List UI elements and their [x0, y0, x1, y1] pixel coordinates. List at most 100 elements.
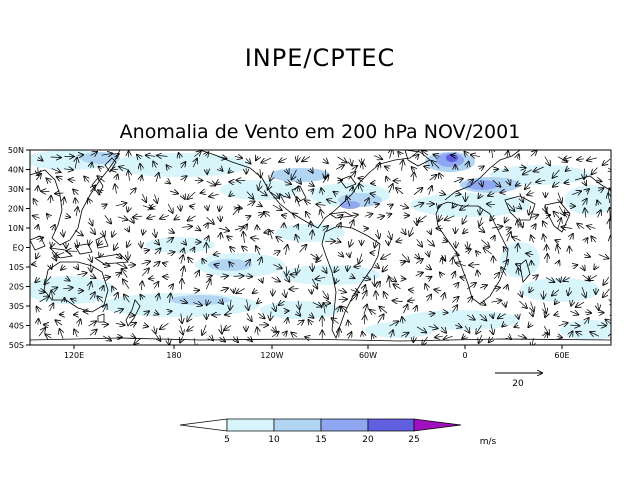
wind-vector	[598, 255, 609, 259]
wind-vector	[205, 223, 208, 228]
wind-vector	[408, 300, 416, 301]
wind-vector	[261, 157, 272, 163]
wind-vector	[377, 314, 384, 324]
wind-vector	[388, 230, 391, 239]
wind-vector	[214, 265, 219, 266]
wind-vector	[362, 158, 363, 164]
wind-vector	[190, 206, 194, 207]
wind-vector	[402, 160, 404, 171]
wind-vector	[220, 168, 223, 171]
wind-vector	[517, 244, 518, 253]
wind-vector	[584, 318, 589, 325]
wind-vector	[335, 279, 337, 284]
wind-vector	[311, 189, 314, 192]
wind-vector	[51, 242, 52, 247]
wind-vector	[396, 188, 404, 195]
wind-vector	[518, 268, 519, 276]
wind-vector	[456, 263, 466, 266]
wind-vector	[484, 248, 493, 255]
wind-vector	[168, 337, 169, 345]
wind-vector	[280, 194, 286, 204]
wind-vector	[460, 277, 465, 278]
wind-vector	[546, 215, 550, 216]
wind-vector	[316, 204, 326, 205]
wind-vector	[276, 237, 284, 242]
wind-vector	[422, 151, 429, 155]
longitude-axis: 120E 180 120W 60W 0 60E	[64, 345, 570, 360]
wind-vector	[140, 164, 141, 171]
wind-vector	[383, 264, 389, 272]
wind-vector	[209, 336, 213, 341]
wind-vector	[594, 266, 596, 270]
wind-vector	[194, 151, 201, 157]
wind-vector	[512, 237, 521, 241]
wind-vector	[323, 266, 327, 273]
wind-vector	[89, 254, 92, 262]
wind-vector	[364, 198, 368, 207]
wind-vector	[133, 216, 143, 217]
wind-vector	[427, 251, 429, 256]
wind-vector	[350, 220, 354, 229]
wind-vector	[342, 307, 349, 314]
wind-vector	[218, 157, 226, 159]
wind-vector	[453, 179, 463, 182]
wind-vector	[413, 203, 424, 207]
wind-vector	[36, 252, 39, 258]
wind-vector	[536, 180, 546, 182]
wind-vector	[334, 192, 338, 195]
wind-vector	[478, 227, 484, 232]
wind-vector	[160, 215, 170, 218]
wind-vector	[45, 334, 52, 338]
wind-vector	[253, 290, 258, 293]
wind-vector	[130, 323, 136, 326]
lat-label: 40S	[9, 322, 24, 331]
wind-vector	[127, 228, 129, 232]
wind-vector	[187, 326, 194, 331]
wind-vector	[156, 173, 159, 182]
wind-vector	[490, 215, 494, 221]
wind-vector	[117, 217, 128, 220]
wind-vector	[39, 296, 49, 303]
wind-vector	[44, 276, 52, 284]
wind-vector	[60, 329, 64, 339]
wind-vector	[219, 300, 223, 304]
wind-vector	[181, 226, 192, 227]
wind-vector	[585, 208, 586, 218]
wind-vector	[38, 157, 43, 160]
wind-vector	[348, 172, 356, 180]
wind-vector	[134, 338, 142, 344]
wind-vector	[603, 288, 610, 297]
wind-vector	[181, 313, 182, 324]
wind-vector	[323, 159, 328, 163]
wind-vector	[115, 184, 117, 194]
wind-vector	[375, 240, 377, 247]
wind-vector	[52, 225, 55, 230]
wind-vector	[321, 188, 323, 195]
wind-vector	[142, 193, 146, 202]
wind-vector	[491, 226, 502, 228]
wind-vector	[390, 150, 393, 159]
wind-vector	[425, 284, 428, 291]
wind-vector	[545, 278, 554, 283]
wind-vector	[598, 210, 601, 218]
wind-vector	[89, 239, 91, 246]
wind-vector	[332, 318, 339, 324]
wind-vector	[141, 261, 151, 264]
wind-vector	[517, 154, 519, 158]
wind-vector	[298, 300, 300, 309]
wind-vector	[389, 278, 390, 288]
wind-vector	[187, 312, 193, 321]
wind-vector	[218, 228, 229, 231]
wind-vector	[409, 226, 413, 236]
wind-vector	[389, 204, 393, 206]
wind-vector	[452, 297, 458, 303]
wind-vector	[283, 332, 287, 336]
wind-vector	[268, 182, 271, 190]
wind-vector	[371, 194, 376, 195]
wind-vector	[346, 196, 350, 207]
wind-vector	[44, 325, 49, 326]
colorbar-tick: 10	[268, 435, 280, 445]
wind-vector	[128, 207, 129, 212]
wind-vector	[507, 202, 514, 211]
